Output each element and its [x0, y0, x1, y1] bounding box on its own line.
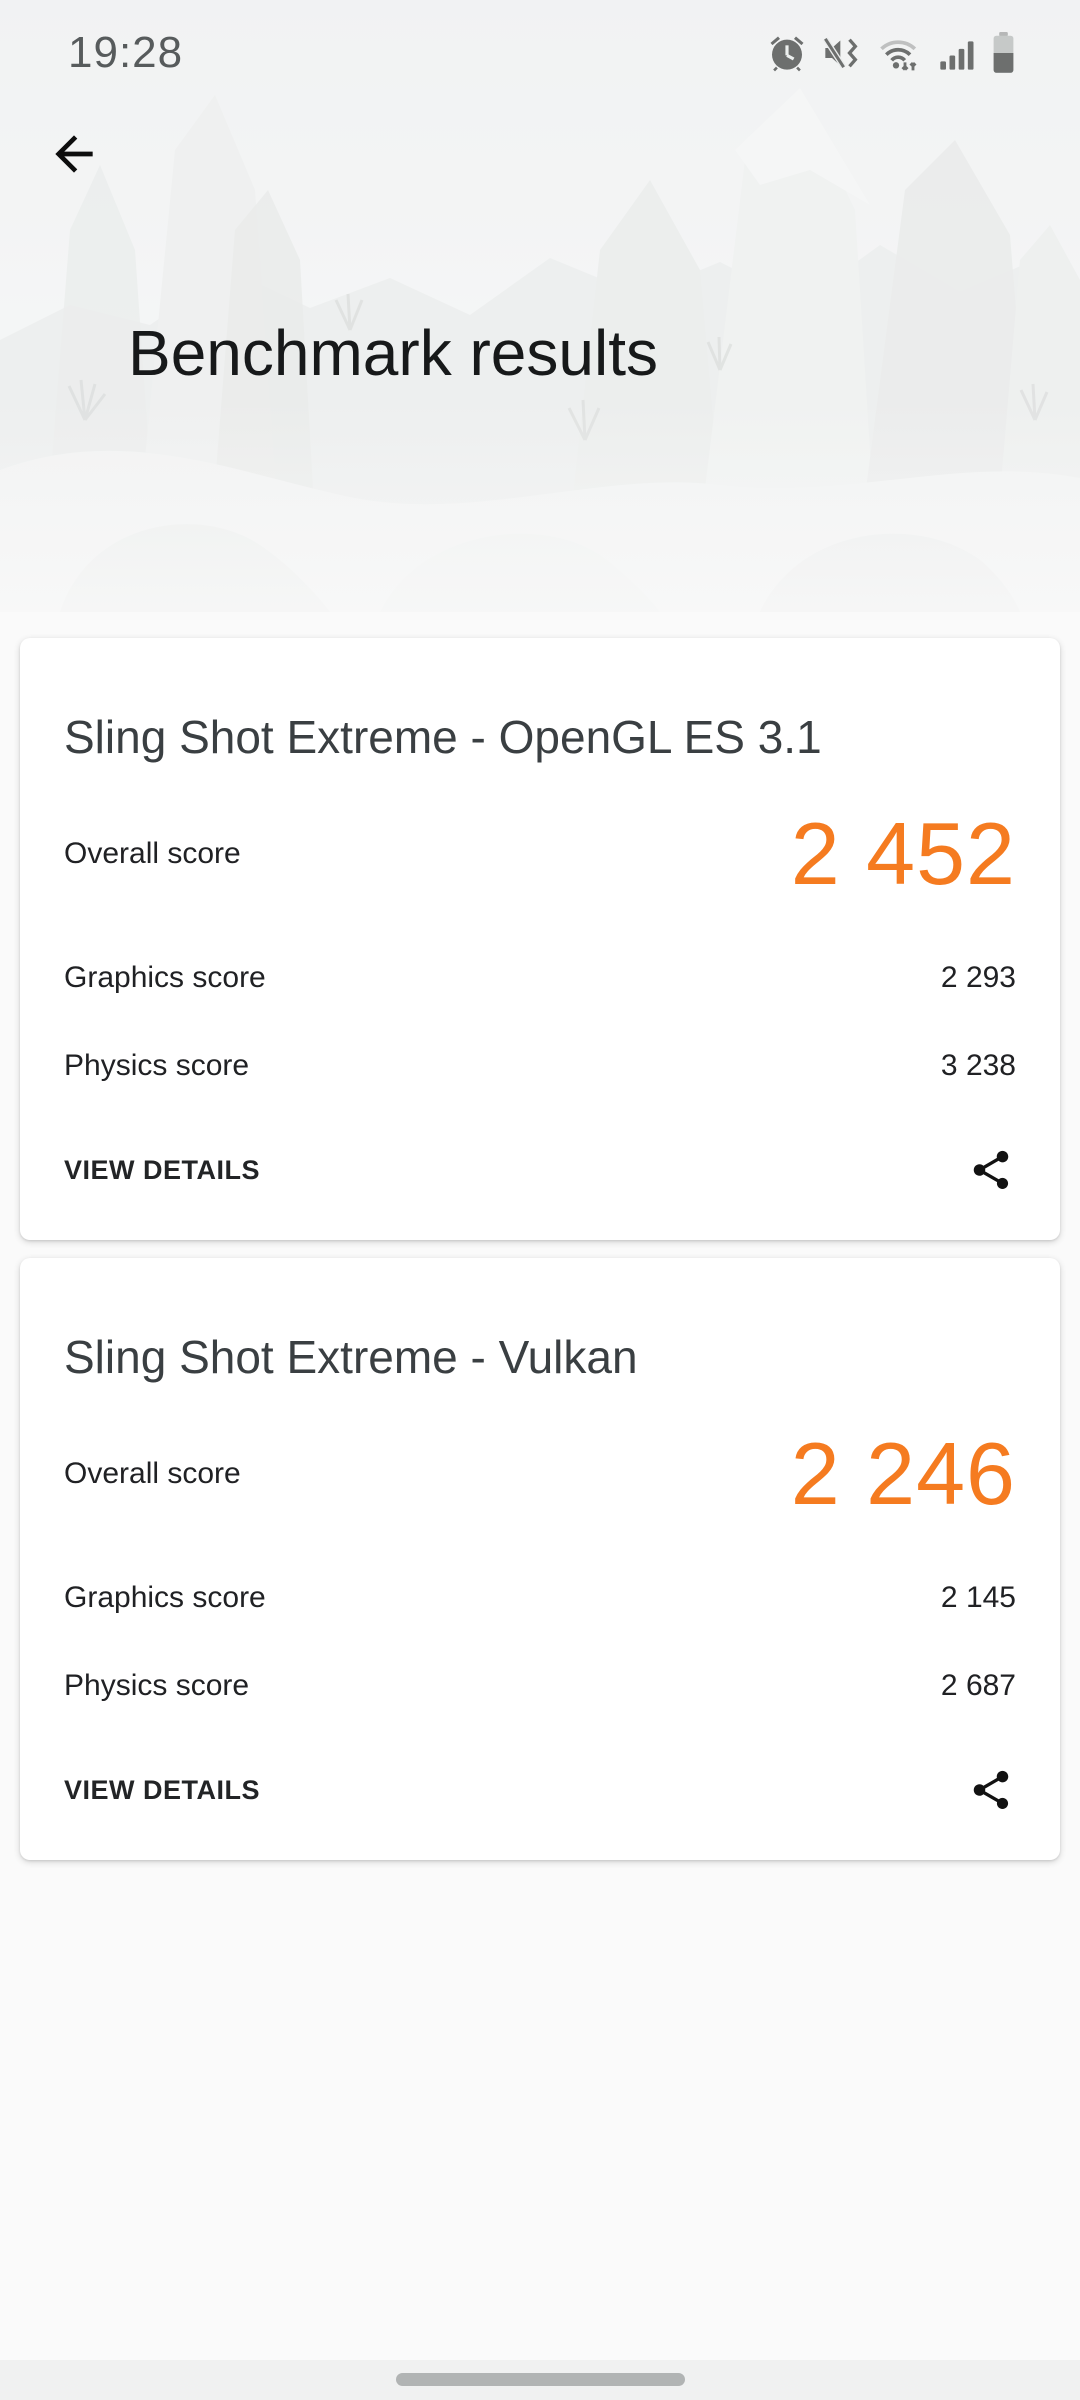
wifi-icon: [880, 40, 917, 71]
navigation-bar: [0, 2360, 1080, 2400]
status-bar: 19:28: [0, 0, 1080, 96]
alarm-icon: [770, 36, 804, 72]
vibrate-icon: [822, 37, 858, 69]
card-title: Sling Shot Extreme - Vulkan: [64, 1331, 638, 1383]
card-title: Sling Shot Extreme - OpenGL ES 3.1: [64, 711, 822, 763]
result-card-opengl: Sling Shot Extreme - OpenGL ES 3.1 Overa…: [20, 638, 1060, 1240]
physics-score-label: Physics score: [64, 1669, 250, 1702]
view-details-button[interactable]: VIEW DETAILS: [64, 1774, 261, 1805]
home-indicator[interactable]: [395, 2373, 685, 2386]
share-icon: [973, 1770, 1009, 1810]
battery-icon: [993, 32, 1014, 73]
overall-score-row: Overall score 2 452: [64, 810, 1016, 898]
share-icon: [973, 1150, 1009, 1190]
physics-score-row: Physics score 3 238: [64, 1048, 1016, 1084]
back-button[interactable]: [42, 122, 106, 186]
hero-background-image: [0, 0, 1080, 612]
graphics-score-value: 2 293: [940, 961, 1016, 994]
overall-score-value: 2 452: [790, 804, 1016, 903]
status-icons: [767, 32, 1016, 74]
card-footer: VIEW DETAILS: [64, 1146, 1016, 1194]
signal-icon: [940, 41, 974, 70]
arrow-left-icon: [55, 135, 93, 173]
graphics-score-label: Graphics score: [64, 961, 266, 994]
result-card-vulkan: Sling Shot Extreme - Vulkan Overall scor…: [20, 1258, 1060, 1860]
physics-score-value: 3 238: [940, 1049, 1016, 1082]
overall-score-value: 2 246: [790, 1424, 1016, 1523]
overall-score-label: Overall score: [64, 1457, 241, 1490]
status-time: 19:28: [68, 28, 184, 77]
view-details-button[interactable]: VIEW DETAILS: [64, 1154, 261, 1185]
overall-score-label: Overall score: [64, 837, 241, 870]
page-title: Benchmark results: [128, 317, 658, 389]
share-button[interactable]: [968, 1146, 1016, 1194]
header: 19:28: [0, 0, 1080, 612]
graphics-score-row: Graphics score 2 293: [64, 960, 1016, 996]
card-footer: VIEW DETAILS: [64, 1766, 1016, 1814]
physics-score-value: 2 687: [940, 1669, 1016, 1702]
graphics-score-label: Graphics score: [64, 1581, 266, 1614]
physics-score-label: Physics score: [64, 1049, 250, 1082]
share-button[interactable]: [968, 1766, 1016, 1814]
graphics-score-row: Graphics score 2 145: [64, 1580, 1016, 1616]
graphics-score-value: 2 145: [940, 1581, 1016, 1614]
physics-score-row: Physics score 2 687: [64, 1668, 1016, 1704]
overall-score-row: Overall score 2 246: [64, 1430, 1016, 1518]
